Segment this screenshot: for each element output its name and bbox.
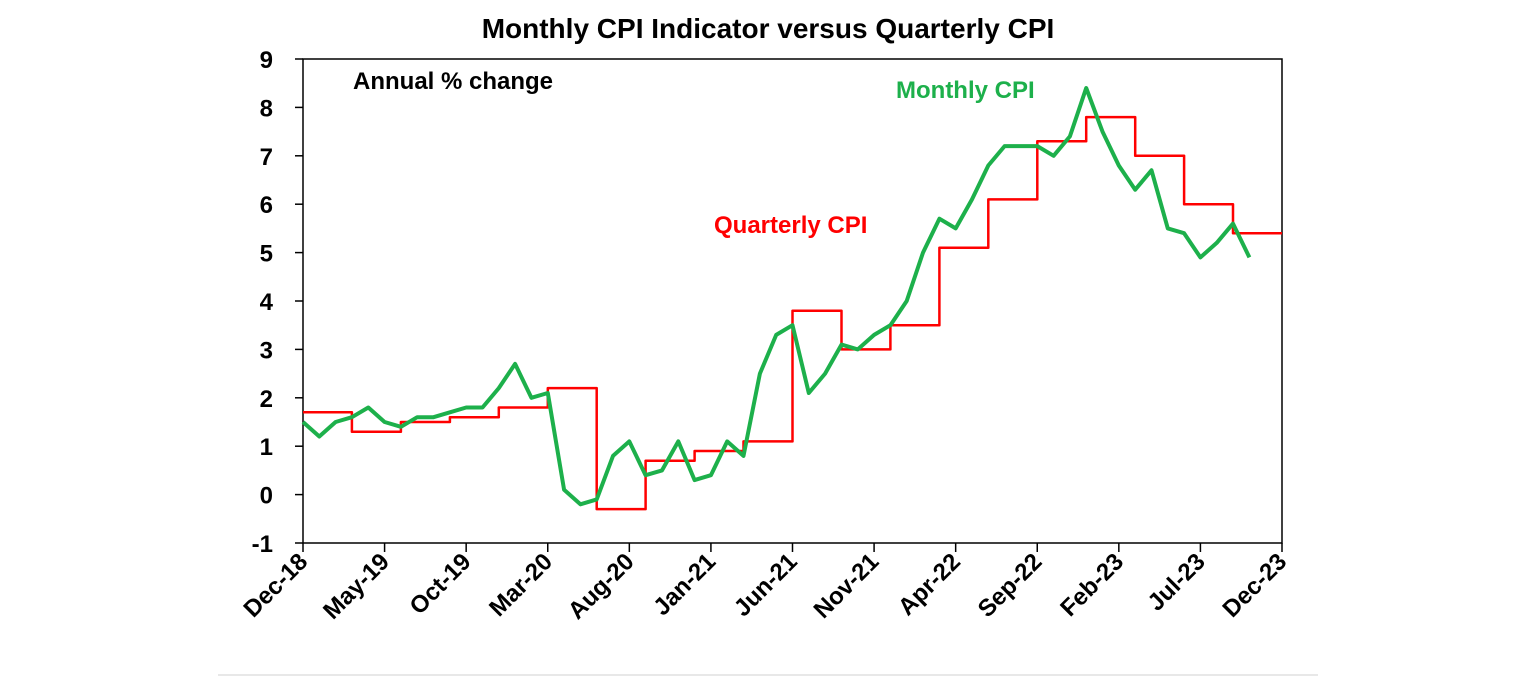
series-layer bbox=[301, 86, 1282, 511]
monthly-cpi-label: Monthly CPI bbox=[896, 77, 1035, 104]
x-axis: Dec-18 May-19 Oct-19 Mar-20 Aug-20 Jan-21 Jun-… bbox=[238, 543, 1292, 625]
x-tick-label: Sep-22 bbox=[973, 548, 1048, 623]
y-unit-note: Annual % change bbox=[353, 68, 553, 95]
x-tick-label: Mar-20 bbox=[484, 548, 558, 622]
x-tick-label: Jul-23 bbox=[1143, 548, 1211, 616]
x-tick-label: Apr-22 bbox=[893, 548, 966, 621]
x-tick-label: Feb-23 bbox=[1055, 548, 1129, 622]
y-tick-label: 4 bbox=[260, 289, 274, 316]
quarterly-cpi-label: Quarterly CPI bbox=[714, 212, 867, 239]
monthly-cpi-line bbox=[301, 86, 1252, 507]
y-tick-label: 1 bbox=[260, 434, 273, 461]
y-tick-label: 2 bbox=[260, 386, 273, 413]
y-tick-label: 7 bbox=[260, 144, 273, 171]
x-tick-label: Jun-21 bbox=[729, 548, 803, 622]
y-tick-label: 3 bbox=[260, 337, 273, 364]
quarterly-cpi-line bbox=[303, 115, 1282, 511]
x-tick-label: Oct-19 bbox=[404, 548, 476, 620]
x-tick-label: Jan-21 bbox=[648, 548, 721, 621]
y-tick-label: 6 bbox=[260, 192, 273, 219]
x-tick-label: Nov-21 bbox=[809, 548, 885, 624]
x-tick-label: Dec-23 bbox=[1217, 548, 1292, 623]
y-tick-label: 0 bbox=[260, 483, 273, 510]
x-tick-label: Aug-20 bbox=[563, 548, 640, 625]
y-tick-label: 8 bbox=[260, 95, 273, 122]
y-tick-label: -1 bbox=[252, 531, 273, 558]
y-tick-label: 5 bbox=[260, 241, 273, 268]
y-tick-label: 9 bbox=[260, 47, 273, 74]
y-axis: -1 0 1 2 3 4 5 6 7 8 9 bbox=[252, 47, 303, 558]
x-tick-label: May-19 bbox=[318, 548, 395, 625]
chart-title: Monthly CPI Indicator versus Quarterly C… bbox=[482, 13, 1055, 44]
x-tick-label: Dec-18 bbox=[238, 548, 313, 623]
